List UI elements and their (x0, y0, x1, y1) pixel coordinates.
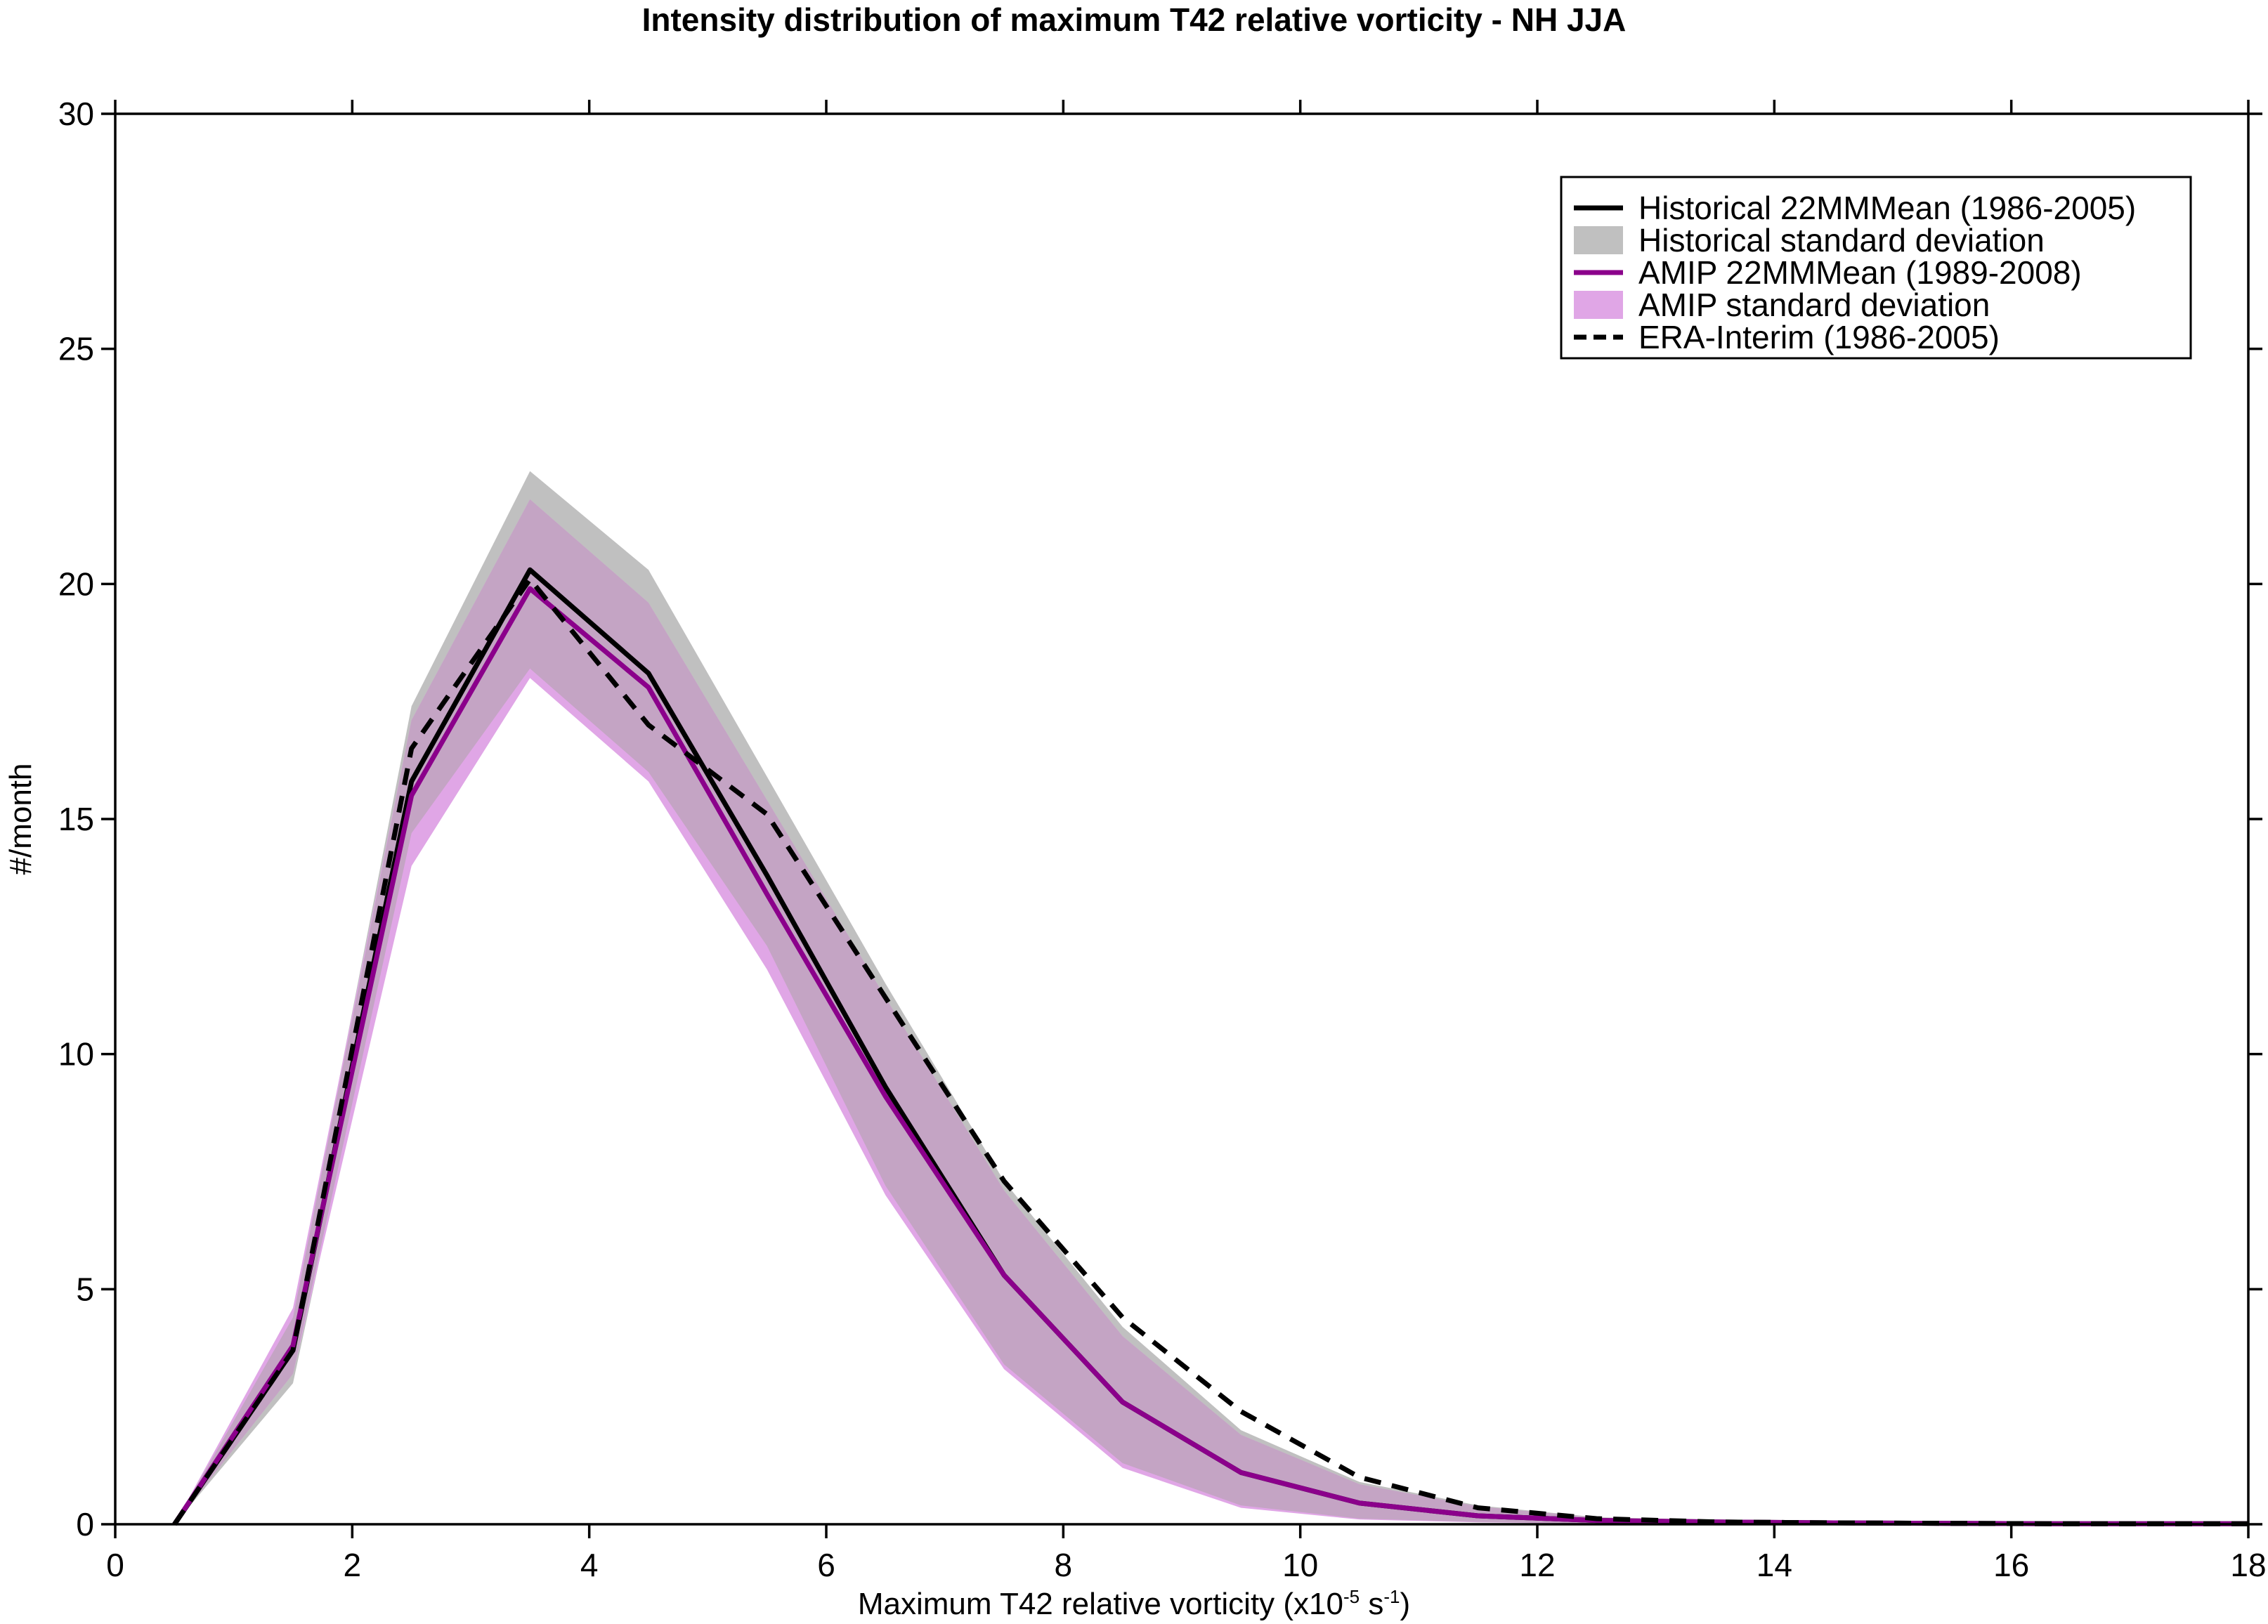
legend: Historical 22MMMean (1986-2005)Historica… (1560, 176, 2192, 360)
legend-swatch-1 (1574, 226, 1623, 254)
legend-label-1: Historical standard deviation (1638, 222, 2045, 258)
legend-box (1560, 176, 2192, 360)
x-tick-label: 6 (817, 1547, 835, 1583)
x-axis-label: Maximum T42 relative vorticity (x10-5 s-… (858, 1586, 1410, 1621)
y-tick-labels: 0 5 10 15 20 25 30 (58, 96, 94, 1543)
x-tick-label: 16 (1993, 1547, 2029, 1583)
legend-items: Historical 22MMMean (1986-2005)Historica… (1574, 190, 2136, 355)
x-tick-labels: 0 2 4 6 8 10 12 14 16 18 (106, 1547, 2266, 1583)
x-tick-label: 14 (1757, 1547, 1792, 1583)
legend-label-2: AMIP 22MMMean (1989-2008) (1638, 254, 2082, 291)
chart-title: Intensity distribution of maximum T42 re… (642, 1, 1627, 38)
x-axis-label-exp2: -1 (1383, 1586, 1400, 1607)
legend-swatch-3 (1574, 291, 1623, 319)
y-tick-label: 5 (76, 1271, 94, 1307)
x-tick-label: 12 (1519, 1547, 1555, 1583)
x-tick-label: 0 (106, 1547, 124, 1583)
x-tick-label: 18 (2230, 1547, 2266, 1583)
x-axis-label-main: Maximum T42 relative vorticity (x10 (858, 1587, 1343, 1621)
x-axis-label-exp1: -5 (1343, 1586, 1360, 1607)
legend-label-0: Historical 22MMMean (1986-2005) (1638, 190, 2136, 226)
x-axis-label-close: ) (1400, 1587, 1410, 1621)
axis-ticks (101, 100, 2262, 1538)
y-tick-label: 15 (58, 801, 94, 837)
x-tick-label: 8 (1055, 1547, 1073, 1583)
y-axis-label: #/month (4, 764, 38, 875)
x-tick-label: 2 (344, 1547, 362, 1583)
x-tick-label: 10 (1282, 1547, 1318, 1583)
y-tick-label: 25 (58, 331, 94, 367)
y-tick-label: 30 (58, 96, 94, 132)
y-tick-label: 0 (76, 1506, 94, 1543)
legend-label-4: ERA-Interim (1986-2005) (1638, 319, 2000, 355)
legend-label-3: AMIP standard deviation (1638, 287, 1990, 323)
x-tick-label: 4 (580, 1547, 599, 1583)
y-tick-label: 10 (58, 1036, 94, 1073)
y-tick-label: 20 (58, 565, 94, 602)
x-axis-label-unit: s (1360, 1587, 1383, 1621)
